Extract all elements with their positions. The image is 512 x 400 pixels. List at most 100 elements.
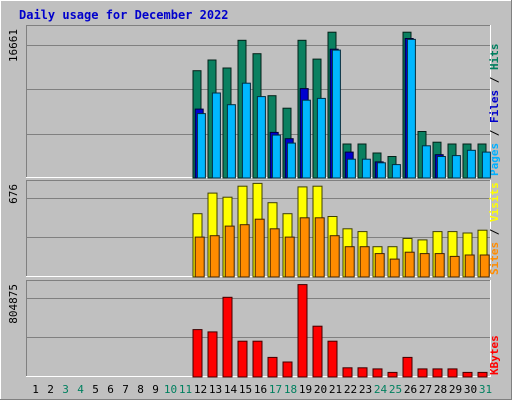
sites-bar-day-19 bbox=[299, 217, 310, 278]
kbytes-bar-day-16 bbox=[252, 340, 263, 378]
legend-pages: Pages bbox=[488, 143, 501, 176]
legend-sites: Sites bbox=[488, 242, 501, 275]
pages-bar-day-14 bbox=[226, 104, 236, 179]
kbytes-bar-day-12 bbox=[192, 329, 203, 378]
chart-panels: 16661 Pages / Files / Hits 676 Sites / Visi… bbox=[7, 25, 501, 378]
pages-bar-day-17 bbox=[271, 134, 281, 179]
kbytes-bar-day-22 bbox=[342, 367, 353, 378]
day-label-11: 11 bbox=[179, 383, 192, 396]
sites-bar-day-26 bbox=[404, 251, 415, 278]
kbytes-bar-day-21 bbox=[327, 340, 338, 378]
day-label-10: 10 bbox=[164, 383, 177, 396]
pages-bar-day-28 bbox=[436, 156, 446, 179]
kbytes-bar-day-24 bbox=[372, 368, 383, 378]
kbytes-bar-day-23 bbox=[357, 367, 368, 378]
legend-separator: / bbox=[488, 222, 501, 242]
day-axis-labels: 1 2 3 4 5 6 7 8 9 10 11 12 13 14 15 16 17 18 19 20 21 22 23 24 2… bbox=[32, 383, 492, 396]
y-axis-max-label: 16661 bbox=[7, 29, 20, 62]
day-label-5: 5 bbox=[92, 383, 99, 396]
day-label-8: 8 bbox=[137, 383, 144, 396]
legend-separator: / bbox=[488, 70, 501, 90]
sites-bar-day-13 bbox=[209, 235, 220, 278]
sites-bar-day-24 bbox=[374, 253, 385, 278]
series-legend: KBytes bbox=[488, 335, 501, 375]
series-legend: Pages / Files / Hits bbox=[488, 44, 501, 177]
day-label-16: 16 bbox=[254, 383, 267, 396]
day-label-7: 7 bbox=[122, 383, 129, 396]
legend-separator: / bbox=[488, 123, 501, 143]
sites-bar-day-28 bbox=[434, 253, 445, 278]
pages-bar-day-12 bbox=[196, 113, 206, 179]
day-label-29: 29 bbox=[449, 383, 462, 396]
sites-bar-day-22 bbox=[344, 246, 355, 278]
day-label-27: 27 bbox=[419, 383, 432, 396]
pages-bar-day-18 bbox=[286, 142, 296, 179]
sites-bar-day-16 bbox=[254, 218, 265, 278]
kbytes-bar-day-15 bbox=[237, 340, 248, 378]
kbytes-bar-day-20 bbox=[312, 325, 323, 378]
pages-bar-day-29 bbox=[451, 155, 461, 179]
kbytes-bar-day-25 bbox=[387, 371, 398, 378]
y-axis-max-label: 676 bbox=[7, 184, 20, 204]
pages-bar-day-22 bbox=[346, 158, 356, 179]
kbytes-bar-day-29 bbox=[447, 368, 458, 378]
day-label-19: 19 bbox=[299, 383, 312, 396]
day-label-26: 26 bbox=[404, 383, 417, 396]
y-axis-max-label: 804875 bbox=[7, 284, 20, 324]
day-label-2: 2 bbox=[47, 383, 54, 396]
legend-visits: Visits bbox=[488, 182, 501, 222]
day-label-18: 18 bbox=[284, 383, 297, 396]
legend-hits: Hits bbox=[488, 44, 501, 71]
pages-bar-day-26 bbox=[406, 38, 416, 179]
legend-files: Files bbox=[488, 90, 501, 123]
pages-bar-day-13 bbox=[211, 92, 221, 179]
kbytes-bar-day-31 bbox=[477, 371, 488, 378]
day-label-22: 22 bbox=[344, 383, 357, 396]
pages-bar-day-25 bbox=[391, 164, 401, 179]
pages-bar-day-23 bbox=[361, 158, 371, 179]
day-label-13: 13 bbox=[209, 383, 222, 396]
sites-bar-day-17 bbox=[269, 228, 280, 278]
day-label-4: 4 bbox=[77, 383, 84, 396]
pages-bar-day-30 bbox=[466, 149, 476, 179]
sites-bar-day-14 bbox=[224, 225, 235, 278]
chart-title: Daily usage for December 2022 bbox=[19, 8, 229, 22]
sites-bar-day-21 bbox=[329, 235, 340, 278]
panel-kbytes: 804875 KBytes bbox=[7, 280, 501, 378]
day-label-1: 1 bbox=[32, 383, 39, 396]
pages-bar-day-19 bbox=[301, 99, 311, 179]
pages-bar-day-20 bbox=[316, 97, 326, 179]
sites-bar-day-12 bbox=[194, 236, 205, 278]
kbytes-bar-day-19 bbox=[297, 284, 308, 378]
sites-bar-day-31 bbox=[479, 254, 490, 278]
pages-bar-day-24 bbox=[376, 162, 386, 179]
day-label-17: 17 bbox=[269, 383, 282, 396]
kbytes-bar-day-28 bbox=[432, 368, 443, 378]
day-label-3: 3 bbox=[62, 383, 69, 396]
sites-bar-day-30 bbox=[464, 254, 475, 278]
day-label-15: 15 bbox=[239, 383, 252, 396]
kbytes-bar-day-14 bbox=[222, 296, 233, 378]
sites-bar-day-25 bbox=[389, 258, 400, 278]
day-label-9: 9 bbox=[152, 383, 159, 396]
kbytes-bar-day-27 bbox=[417, 368, 428, 378]
legend-kbytes: KBytes bbox=[488, 335, 501, 375]
kbytes-bar-day-18 bbox=[282, 361, 293, 378]
day-label-25: 25 bbox=[389, 383, 402, 396]
panel-visits: 676 Sites / Visits bbox=[7, 180, 501, 278]
pages-bar-day-16 bbox=[256, 96, 266, 179]
sites-bar-day-18 bbox=[284, 236, 295, 278]
pages-bar-day-15 bbox=[241, 82, 251, 179]
day-label-12: 12 bbox=[194, 383, 207, 396]
kbytes-bar-day-26 bbox=[402, 356, 413, 378]
panel-hits: 16661 Pages / Files / Hits bbox=[7, 25, 501, 179]
sites-bar-day-15 bbox=[239, 224, 250, 278]
kbytes-bar-day-17 bbox=[267, 356, 278, 378]
day-label-6: 6 bbox=[107, 383, 114, 396]
sites-bar-day-20 bbox=[314, 217, 325, 278]
day-label-31: 31 bbox=[479, 383, 492, 396]
pages-bar-day-31 bbox=[481, 151, 491, 179]
pages-bar-day-21 bbox=[331, 49, 341, 179]
sites-bar-day-23 bbox=[359, 246, 370, 278]
